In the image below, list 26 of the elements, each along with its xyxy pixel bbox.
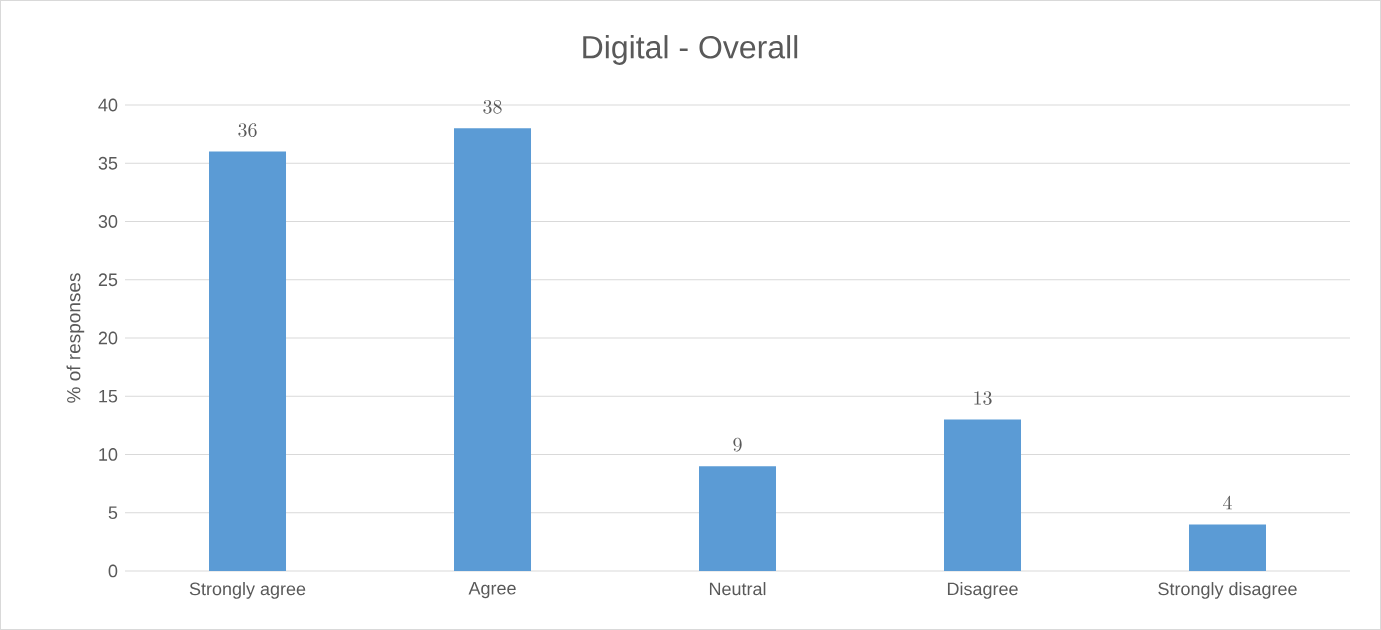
- chart-title: Digital - Overall: [583, 35, 798, 65]
- x-tick-label: Neutral: [709, 582, 766, 596]
- y-tick-label: 30: [98, 215, 118, 228]
- data-label: 13: [974, 391, 992, 405]
- bar: [454, 128, 532, 571]
- y-tick-label: 5: [108, 506, 118, 520]
- data-label: 36: [238, 123, 257, 137]
- data-label: 38: [483, 99, 502, 114]
- y-tick-label: 10: [99, 448, 118, 461]
- y-tick-label: 0: [108, 564, 118, 578]
- bar: [944, 419, 1022, 571]
- y-tick-label: 15: [99, 389, 118, 403]
- x-tick-label: Strongly agree: [189, 582, 306, 599]
- data-label: 4: [1223, 495, 1232, 510]
- x-tick-label: Disagree: [947, 582, 1018, 599]
- bar: [1189, 524, 1266, 571]
- data-label: 9: [733, 437, 742, 452]
- y-tick-label: 25: [98, 273, 118, 287]
- bar: [209, 151, 287, 571]
- y-tick-label: 20: [98, 331, 118, 345]
- y-tick-label: 35: [98, 156, 118, 170]
- x-tick-label: Agree: [468, 582, 516, 599]
- x-tick-label: Strongly disagree: [1158, 582, 1297, 599]
- y-tick-label: 40: [98, 98, 118, 112]
- y-axis-title: % of responses: [66, 273, 85, 403]
- bar: [699, 466, 777, 571]
